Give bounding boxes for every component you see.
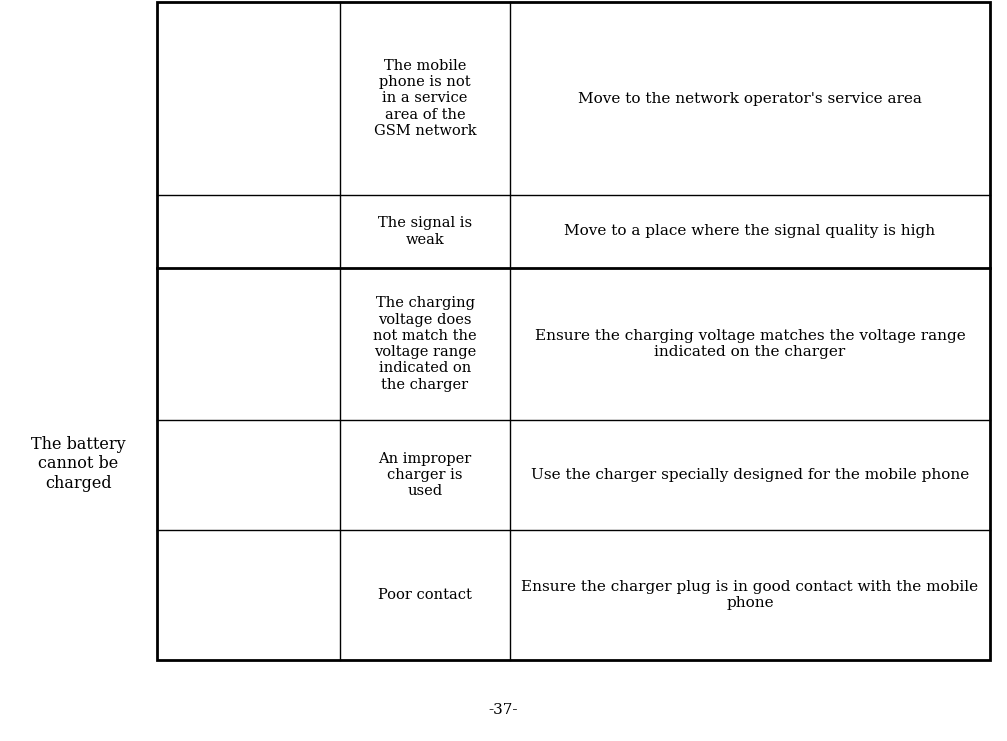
Text: The battery
cannot be
charged: The battery cannot be charged <box>31 436 126 492</box>
Text: Ensure the charger plug is in good contact with the mobile
phone: Ensure the charger plug is in good conta… <box>522 580 979 610</box>
Text: An improper
charger is
used: An improper charger is used <box>379 452 471 498</box>
Text: Move to a place where the signal quality is high: Move to a place where the signal quality… <box>565 225 936 239</box>
Text: -37-: -37- <box>488 703 519 717</box>
Text: Poor contact: Poor contact <box>378 588 472 602</box>
Text: Ensure the charging voltage matches the voltage range
indicated on the charger: Ensure the charging voltage matches the … <box>535 329 966 359</box>
Bar <box>157 2 990 660</box>
Text: The signal is
weak: The signal is weak <box>378 216 472 247</box>
Text: Use the charger specially designed for the mobile phone: Use the charger specially designed for t… <box>531 468 969 482</box>
Text: Move to the network operator's service area: Move to the network operator's service a… <box>578 91 922 105</box>
Text: The mobile
phone is not
in a service
area of the
GSM network: The mobile phone is not in a service are… <box>374 59 476 138</box>
Text: The charging
voltage does
not match the
voltage range
indicated on
the charger: The charging voltage does not match the … <box>374 296 476 391</box>
